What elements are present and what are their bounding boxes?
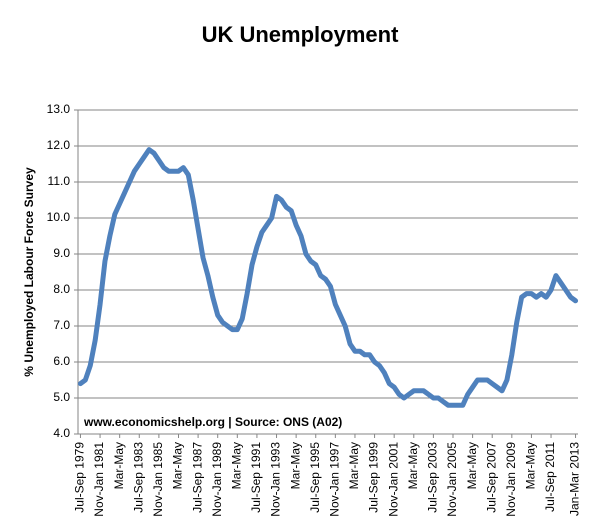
y-tick-label: 12.0 [47,138,71,152]
y-tick-label: 8.0 [53,282,70,296]
y-tick-label: 10.0 [47,210,71,224]
x-tick-label: Mar-May [406,442,420,489]
x-tick-label: Nov-Jan 1993 [269,442,283,517]
y-tick-label: 4.0 [53,426,70,440]
x-tick-label: Mar-May [347,442,361,489]
x-tick-label: Jul-Sep 2011 [543,442,557,512]
x-tick-label: Nov-Jan 2009 [504,442,518,517]
x-tick-label: Jul-Sep 2003 [426,442,440,513]
annotation: www.economicshelp.org | Source: ONS (A02… [83,415,342,429]
x-tick-label: Jan-Mar 2013 [568,442,582,516]
x-tick-label: Mar-May [112,442,126,489]
x-tick-label: Jul-Sep 1983 [131,442,145,513]
x-tick-label: Mar-May [524,442,538,489]
x-tick-label: Nov-Jan 2001 [386,442,400,517]
y-tick-label: 6.0 [53,354,70,368]
data-line [77,147,579,408]
x-tick-label: Mar-May [465,442,479,489]
x-tick-label: Mar-May [288,442,302,489]
y-tick-label: 11.0 [48,174,71,188]
x-tick-label: Nov-Jan 1985 [151,442,165,517]
x-tick-label: Nov-Jan 1989 [210,442,224,517]
y-tick-label: 7.0 [53,318,70,332]
x-tick-label: Jul-Sep 1987 [190,442,204,513]
x-tick-label: Jul-Sep 1979 [73,442,87,513]
annotation-bg [80,414,366,431]
y-tick-label: 13.0 [47,102,71,116]
x-tick-label: Nov-Jan 1981 [92,442,106,517]
y-tick-label: 5.0 [53,390,70,404]
x-tick-label: Jul-Sep 1999 [367,442,381,513]
x-tick-label: Mar-May [229,442,243,489]
x-tick-label: Mar-May [171,442,185,489]
x-tick-label: Jul-Sep 1995 [308,442,322,513]
y-tick-label: 9.0 [53,246,70,260]
x-tick-label: Jul-Sep 2007 [484,442,498,513]
y-axis-title: % Unemployed Labour Force Survey [22,167,36,377]
x-tick-label: Jul-Sep 1991 [249,442,263,513]
chart-title: UK Unemployment [202,22,399,47]
x-tick-label: Nov-Jan 1997 [328,442,342,517]
x-tick-label: Nov-Jan 2005 [445,442,459,517]
